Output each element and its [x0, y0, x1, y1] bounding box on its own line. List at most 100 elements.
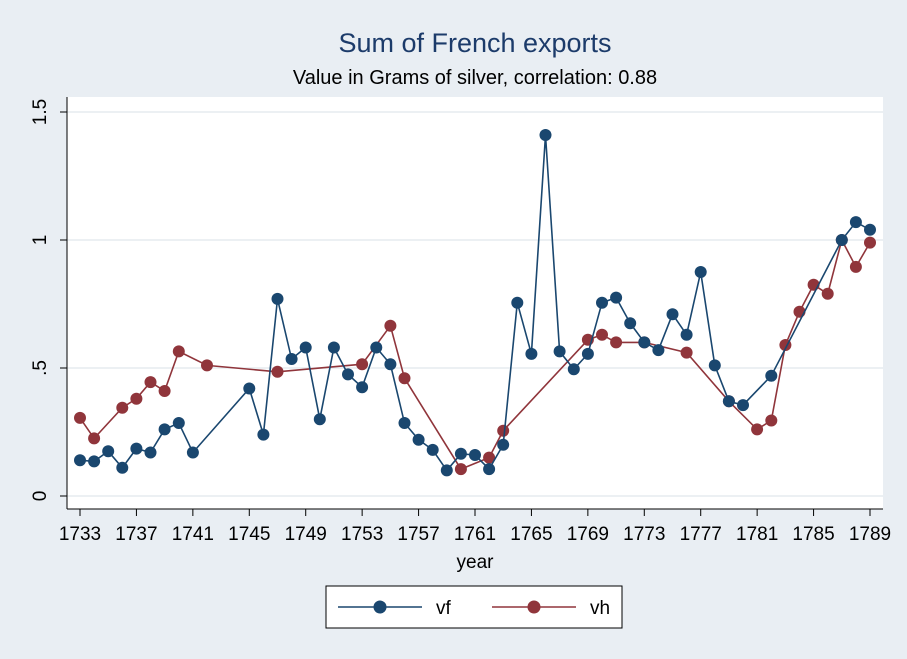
y-tick-label: 1 — [30, 235, 51, 246]
data-point-vf — [440, 464, 453, 477]
data-point-vf — [652, 344, 665, 357]
series-layer — [74, 129, 876, 477]
data-point-vh — [384, 319, 397, 332]
data-point-vf — [835, 234, 848, 246]
data-point-vf — [313, 413, 326, 426]
data-point-vh — [144, 376, 157, 389]
data-point-vf — [130, 442, 143, 455]
plot-area — [67, 97, 883, 509]
x-tick-label: 1753 — [341, 524, 383, 545]
data-point-vf — [243, 382, 256, 395]
data-point-vf — [553, 345, 566, 358]
chart-title: Sum of French exports — [338, 28, 611, 58]
data-point-vf — [765, 369, 778, 382]
data-point-vf — [483, 463, 496, 476]
x-tick-label: 1777 — [680, 524, 722, 545]
x-tick-label: 1781 — [736, 524, 778, 545]
data-point-vf — [525, 347, 538, 360]
data-point-vh — [356, 358, 369, 371]
data-point-vf — [694, 266, 707, 278]
data-point-vf — [849, 216, 862, 229]
legend-item-vh: vh — [492, 598, 610, 619]
data-point-vh — [158, 385, 171, 397]
series-vf — [74, 129, 876, 477]
x-tick-label: 1761 — [454, 524, 496, 545]
data-point-vf — [342, 368, 354, 381]
data-point-vf — [384, 358, 397, 371]
x-tick-label: 1789 — [849, 524, 891, 545]
data-point-vf — [469, 449, 481, 461]
data-point-vf — [680, 328, 693, 341]
x-tick-label: 1745 — [228, 524, 270, 545]
data-point-vf — [398, 417, 411, 429]
x-tick-label: 1757 — [397, 524, 439, 545]
data-point-vh — [610, 336, 623, 349]
data-point-vh — [454, 463, 467, 476]
data-point-vf — [511, 296, 524, 309]
chart-subtitle: Value in Grams of silver, correlation: 0… — [293, 67, 657, 89]
legend-label: vh — [590, 598, 610, 619]
data-point-vf — [454, 447, 467, 460]
data-point-vh — [483, 451, 496, 464]
data-point-vf — [722, 395, 735, 408]
x-tick-label: 1737 — [115, 524, 157, 545]
y-tick-label: .5 — [30, 360, 51, 376]
data-point-vf — [356, 381, 369, 394]
data-point-vh — [497, 424, 510, 437]
data-point-vh — [172, 345, 185, 358]
data-point-vf — [567, 363, 580, 376]
data-point-vf — [172, 417, 185, 429]
x-axis-title: year — [457, 552, 495, 573]
data-point-vf — [581, 347, 594, 360]
data-point-vh — [751, 423, 764, 436]
data-point-vf — [497, 438, 510, 451]
data-point-vf — [638, 336, 651, 349]
x-tick-label: 1749 — [285, 524, 327, 545]
x-tick-label: 1785 — [792, 524, 834, 545]
data-point-vf — [539, 129, 552, 141]
data-point-vh — [130, 392, 143, 405]
data-point-vf — [102, 445, 115, 458]
x-tick-label: 1769 — [567, 524, 609, 545]
data-point-vh — [596, 328, 608, 341]
data-point-vf — [737, 399, 749, 412]
y-tick-label: 0 — [30, 491, 51, 502]
data-point-vf — [412, 433, 425, 446]
x-tick-label: 1773 — [623, 524, 665, 545]
data-point-vh — [849, 260, 862, 273]
data-point-vh — [398, 372, 411, 385]
data-point-vf — [596, 296, 608, 309]
data-point-vh — [74, 411, 86, 424]
data-point-vh — [88, 432, 101, 445]
data-point-vf — [88, 455, 101, 468]
data-point-vf — [144, 446, 157, 459]
legend-marker — [373, 600, 387, 614]
data-point-vf — [666, 308, 679, 321]
data-point-vf — [285, 353, 298, 365]
data-point-vf — [116, 461, 129, 474]
data-point-vh — [271, 365, 284, 378]
data-point-vh — [201, 359, 213, 372]
data-point-vf — [257, 428, 270, 441]
data-point-vf — [864, 223, 876, 236]
x-tick-label: 1765 — [510, 524, 552, 545]
series-vh — [74, 234, 876, 476]
axis-ticks: 0 .5 1 1.5 1733 1737 1741 1745 1749 1753 1757 1761 1… — [30, 99, 891, 545]
legend-label: vf — [436, 598, 452, 619]
x-tick-label: 1733 — [59, 524, 101, 545]
data-point-vh — [680, 346, 693, 359]
data-point-vh — [821, 287, 834, 300]
legend-item-vf: vf — [338, 598, 452, 619]
data-point-vf — [186, 446, 199, 459]
data-point-vf — [158, 423, 171, 436]
x-tick-label: 1741 — [172, 524, 214, 545]
data-point-vf — [271, 292, 284, 305]
data-point-vh — [864, 236, 876, 249]
data-point-vf — [426, 443, 439, 456]
data-point-vh — [116, 401, 129, 414]
data-point-vh — [765, 414, 778, 427]
data-point-vf — [327, 341, 340, 354]
data-point-vf — [74, 454, 86, 467]
